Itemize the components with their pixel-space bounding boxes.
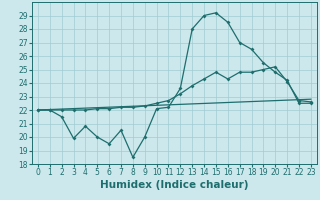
X-axis label: Humidex (Indice chaleur): Humidex (Indice chaleur) xyxy=(100,180,249,190)
